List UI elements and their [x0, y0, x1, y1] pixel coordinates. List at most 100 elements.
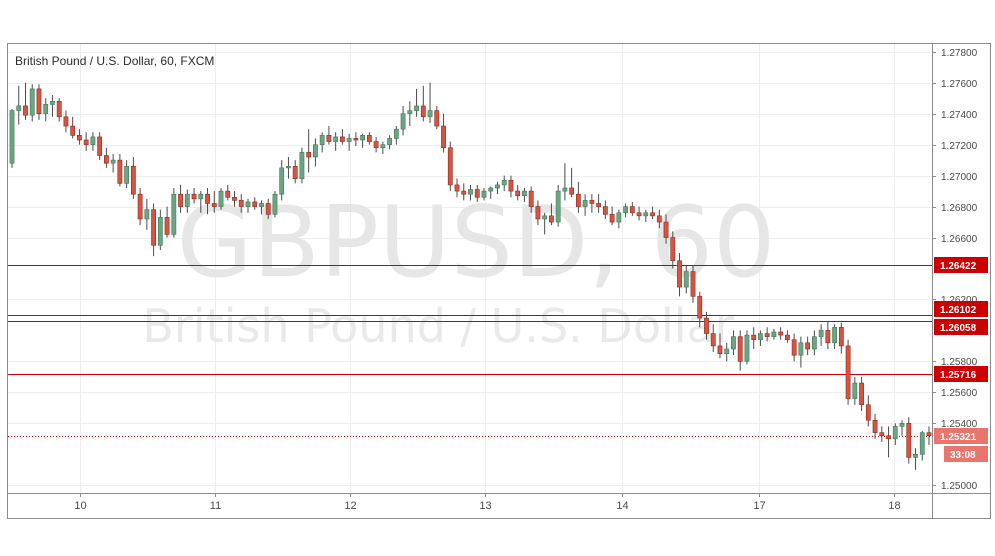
candlestick-chart[interactable]: GBPUSD, 60 British Pound / U.S. Dollar 1…	[8, 44, 990, 518]
candle-body	[319, 135, 325, 145]
watermark-name: British Pound / U.S. Dollar	[142, 299, 733, 353]
candle-body	[825, 330, 831, 344]
candle-body	[791, 339, 797, 356]
candle-body	[818, 330, 824, 337]
candle-body	[184, 193, 190, 207]
time-tick-label: 12	[344, 500, 356, 512]
candle	[184, 189, 190, 213]
candle-body	[906, 423, 912, 458]
candle	[751, 327, 757, 350]
candle	[569, 167, 575, 198]
candle-body	[238, 200, 244, 207]
candle	[124, 160, 130, 188]
candle	[205, 187, 210, 215]
candle	[737, 330, 743, 371]
candle-body	[474, 189, 480, 198]
candle	[481, 187, 487, 201]
candle	[380, 141, 386, 154]
price-axis[interactable]: 1.27800 1.27600 1.27400 1.27200 1.27000 1.268…	[932, 48, 978, 492]
candle	[279, 160, 285, 201]
candle-body	[259, 203, 264, 207]
candle-body	[286, 166, 291, 169]
candle-body	[326, 135, 332, 142]
candle	[549, 203, 554, 226]
candle-body	[279, 167, 285, 195]
candle-body	[346, 138, 352, 142]
time-axis[interactable]: 10 11 12 13 14 17 18	[74, 493, 901, 512]
price-tick-label: 1.27400	[941, 110, 978, 121]
candle	[43, 98, 49, 122]
candle-body	[798, 342, 804, 356]
candle	[259, 200, 264, 215]
price-tick-label: 1.26800	[941, 203, 978, 214]
candle-body	[636, 212, 642, 217]
candle	[845, 339, 851, 405]
candle	[63, 110, 69, 133]
candle-body	[292, 166, 298, 179]
countdown-text: 33:08	[950, 450, 976, 461]
level-label-text: 1.26102	[940, 305, 977, 316]
candle-body	[461, 190, 467, 195]
candle-body	[265, 203, 271, 215]
candle-body	[522, 190, 527, 197]
candle	[144, 198, 150, 230]
candle	[913, 448, 918, 470]
current-price-label-text: 1.25321	[940, 432, 977, 443]
candle	[717, 333, 723, 359]
candle	[353, 132, 359, 147]
candle-body	[218, 190, 224, 207]
time-tick-label: 11	[210, 500, 221, 512]
candle	[919, 431, 925, 461]
level-label-text: 1.25716	[940, 370, 977, 381]
candle-body	[124, 166, 130, 184]
candle-body	[859, 382, 864, 406]
candle-body	[737, 336, 743, 362]
price-tick-label: 1.27600	[941, 79, 978, 90]
candle-body	[407, 110, 413, 114]
candle	[906, 417, 912, 464]
candle	[589, 194, 595, 213]
candle-body	[549, 215, 554, 223]
chart-frame[interactable]: GBPUSD, 60 British Pound / U.S. Dollar 1…	[7, 43, 991, 519]
candle-body	[104, 155, 109, 164]
candle	[677, 253, 682, 297]
candle-body	[245, 201, 251, 207]
candle	[29, 84, 35, 122]
candle-body	[441, 125, 446, 149]
candle	[272, 191, 278, 218]
candle-body	[333, 136, 339, 142]
candle-body	[454, 184, 460, 192]
candle	[501, 175, 507, 192]
time-tick-label: 17	[753, 500, 765, 512]
candle-body	[623, 206, 628, 214]
candle	[447, 141, 453, 192]
candle-body	[643, 212, 649, 217]
candle-body	[879, 432, 885, 437]
candle	[731, 330, 736, 356]
candle-body	[23, 105, 28, 116]
level-label: 1.26422	[934, 257, 988, 273]
candle	[292, 160, 298, 184]
candle-body	[886, 435, 891, 440]
candle-body	[744, 334, 750, 362]
candle-body	[542, 215, 548, 220]
candle	[818, 324, 824, 346]
time-tick-label: 18	[888, 500, 900, 512]
time-tick-label: 10	[74, 500, 86, 512]
candle	[515, 184, 521, 201]
candle-body	[481, 190, 487, 198]
candle-body	[191, 193, 197, 200]
candle-body	[785, 334, 790, 341]
candle	[926, 426, 932, 446]
candle-body	[339, 136, 345, 142]
candle	[218, 187, 224, 210]
candle-body	[313, 144, 318, 158]
candle	[70, 116, 76, 139]
candle-body	[515, 190, 521, 197]
candle-body	[178, 193, 183, 207]
candle	[36, 84, 42, 120]
candle	[744, 330, 750, 365]
candle-body	[683, 271, 689, 288]
candle	[454, 178, 460, 198]
level-label: 1.25716	[934, 366, 988, 382]
